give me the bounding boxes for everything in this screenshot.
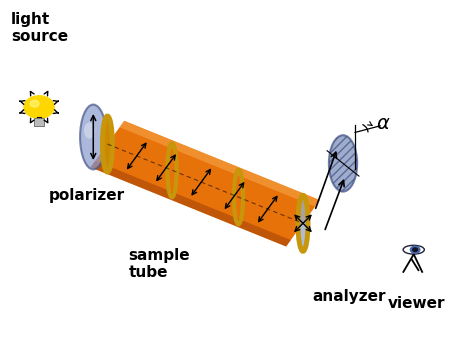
Text: α: α bbox=[376, 114, 389, 133]
Ellipse shape bbox=[403, 245, 424, 254]
Circle shape bbox=[30, 100, 39, 107]
Ellipse shape bbox=[103, 118, 112, 170]
Polygon shape bbox=[91, 161, 291, 246]
Polygon shape bbox=[119, 121, 320, 207]
FancyBboxPatch shape bbox=[35, 118, 44, 126]
Circle shape bbox=[24, 96, 54, 118]
Ellipse shape bbox=[80, 105, 107, 169]
Text: polarizer: polarizer bbox=[48, 188, 125, 203]
Circle shape bbox=[413, 248, 418, 251]
Text: sample
tube: sample tube bbox=[128, 248, 190, 280]
Text: light
source: light source bbox=[11, 12, 68, 44]
Ellipse shape bbox=[84, 122, 95, 138]
Text: viewer: viewer bbox=[388, 296, 445, 311]
Ellipse shape bbox=[329, 135, 357, 192]
Text: analyzer: analyzer bbox=[312, 289, 386, 304]
Ellipse shape bbox=[298, 197, 308, 250]
Circle shape bbox=[410, 246, 420, 253]
Polygon shape bbox=[91, 121, 320, 246]
